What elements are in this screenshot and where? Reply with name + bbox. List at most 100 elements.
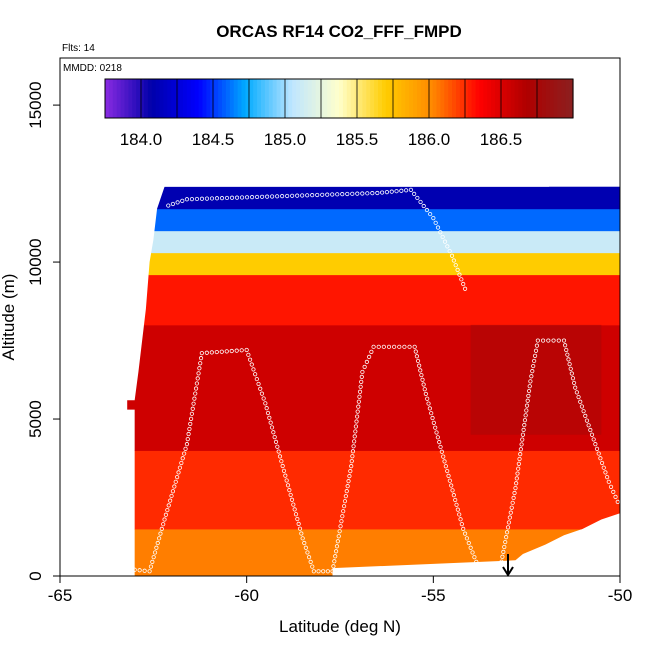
flight-track-point	[342, 499, 348, 504]
colorbar-swatch	[147, 79, 153, 118]
upper-track-point	[194, 196, 200, 202]
flight-track-point	[458, 517, 463, 522]
flight-track-point	[502, 544, 507, 550]
colorbar-tick-label: 185.5	[336, 130, 379, 149]
colorbar-swatch	[444, 79, 449, 118]
upper-track-point	[265, 194, 270, 199]
colorbar-swatch	[448, 79, 453, 118]
flight-track-point	[321, 569, 326, 574]
colorbar-swatch	[225, 79, 231, 118]
flight-track-point	[158, 531, 163, 536]
flight-track-point	[511, 495, 516, 501]
flight-track-point	[407, 344, 412, 349]
colorbar-swatch	[530, 79, 535, 118]
colorbar-swatch	[378, 79, 383, 118]
colorbar-swatch	[331, 79, 336, 118]
flight-track-point	[180, 456, 185, 461]
flight-track-point	[588, 427, 593, 433]
colorbar-swatch	[171, 79, 176, 118]
flight-track-point	[183, 446, 188, 451]
flight-track-point	[434, 430, 439, 435]
flight-track-point	[601, 465, 606, 470]
flight-track-point	[152, 550, 158, 555]
flight-track-point	[333, 554, 338, 559]
colorbar-swatch	[237, 79, 243, 118]
flight-track-point	[177, 465, 183, 470]
flight-track-point	[265, 410, 271, 416]
upper-track-point	[244, 195, 250, 200]
flight-track-point	[359, 379, 364, 384]
upper-track-point	[249, 195, 255, 200]
flight-track-point	[527, 384, 532, 389]
flight-track-point	[292, 507, 297, 512]
flight-track-point	[567, 361, 572, 367]
upper-track-point	[209, 196, 215, 201]
colorbar-swatch	[374, 79, 379, 118]
colorbar-swatch	[483, 79, 488, 118]
x-tick-label: -50	[608, 586, 633, 605]
upper-track-point	[305, 193, 310, 198]
flight-track-point	[188, 416, 194, 421]
flight-track-point	[574, 390, 579, 395]
flight-track-point	[169, 493, 174, 499]
colorbar-swatch	[116, 79, 122, 118]
upper-track-point	[239, 195, 245, 200]
flight-track-point	[523, 413, 528, 418]
flight-track-point	[518, 447, 523, 452]
colorbar-swatch	[452, 79, 457, 118]
colorbar-swatch	[311, 79, 317, 118]
flight-track-point	[509, 505, 514, 510]
flight-track-point	[358, 384, 363, 389]
flight-track-point	[331, 564, 336, 569]
flight-track-point	[356, 404, 361, 409]
flight-track-point	[530, 369, 535, 374]
flight-track-point	[300, 536, 305, 541]
flight-track-point	[533, 348, 539, 353]
flight-track-point	[504, 530, 510, 535]
upper-track-point	[280, 194, 285, 199]
flight-track-point	[341, 504, 347, 509]
flight-track-point	[258, 386, 263, 391]
flight-track-point	[524, 408, 529, 413]
flight-track-point	[454, 502, 459, 507]
flight-track-point	[516, 461, 521, 466]
upper-track-point	[350, 191, 355, 196]
flight-track-point	[513, 485, 518, 491]
flight-track-point	[349, 459, 354, 464]
y-tick-label: 10000	[26, 238, 45, 285]
upper-track-point	[189, 197, 195, 202]
flight-track-point	[234, 348, 239, 353]
colorbar-tick-label: 186.5	[480, 130, 523, 149]
flight-track-point	[441, 454, 446, 459]
colorbar-swatch	[276, 79, 282, 118]
flight-track-point	[187, 426, 192, 432]
colorbar-swatch	[541, 79, 547, 118]
flight-track-point	[337, 529, 342, 534]
flight-track-point	[521, 427, 526, 432]
colorbar-swatch	[522, 79, 527, 118]
flight-track-point	[271, 430, 276, 435]
flight-track-point	[593, 442, 598, 447]
flight-track-point	[263, 401, 268, 406]
colorbar-swatch	[151, 79, 157, 118]
colorbar-swatch	[229, 79, 235, 118]
colorbar-swatch	[327, 79, 332, 118]
colorbar-swatch	[518, 79, 523, 118]
flight-track-point	[348, 469, 353, 474]
colorbar-swatch	[194, 79, 200, 118]
flight-track-point	[352, 439, 357, 444]
flight-track-point	[188, 421, 193, 427]
flight-track-point	[287, 488, 292, 493]
colorbar-swatch	[545, 79, 551, 118]
upper-track-point	[433, 220, 438, 225]
flight-track-point	[346, 479, 351, 484]
flight-track-point	[296, 521, 301, 526]
flight-track-point	[540, 338, 546, 343]
colorbar-swatch	[409, 79, 414, 118]
colorbar-tick-label: 185.0	[264, 130, 307, 149]
colorbar-frame	[104, 78, 574, 119]
upper-track-point	[453, 263, 458, 268]
upper-track-point	[370, 191, 375, 196]
flight-track-point	[254, 376, 259, 382]
flight-track-point	[583, 413, 588, 418]
